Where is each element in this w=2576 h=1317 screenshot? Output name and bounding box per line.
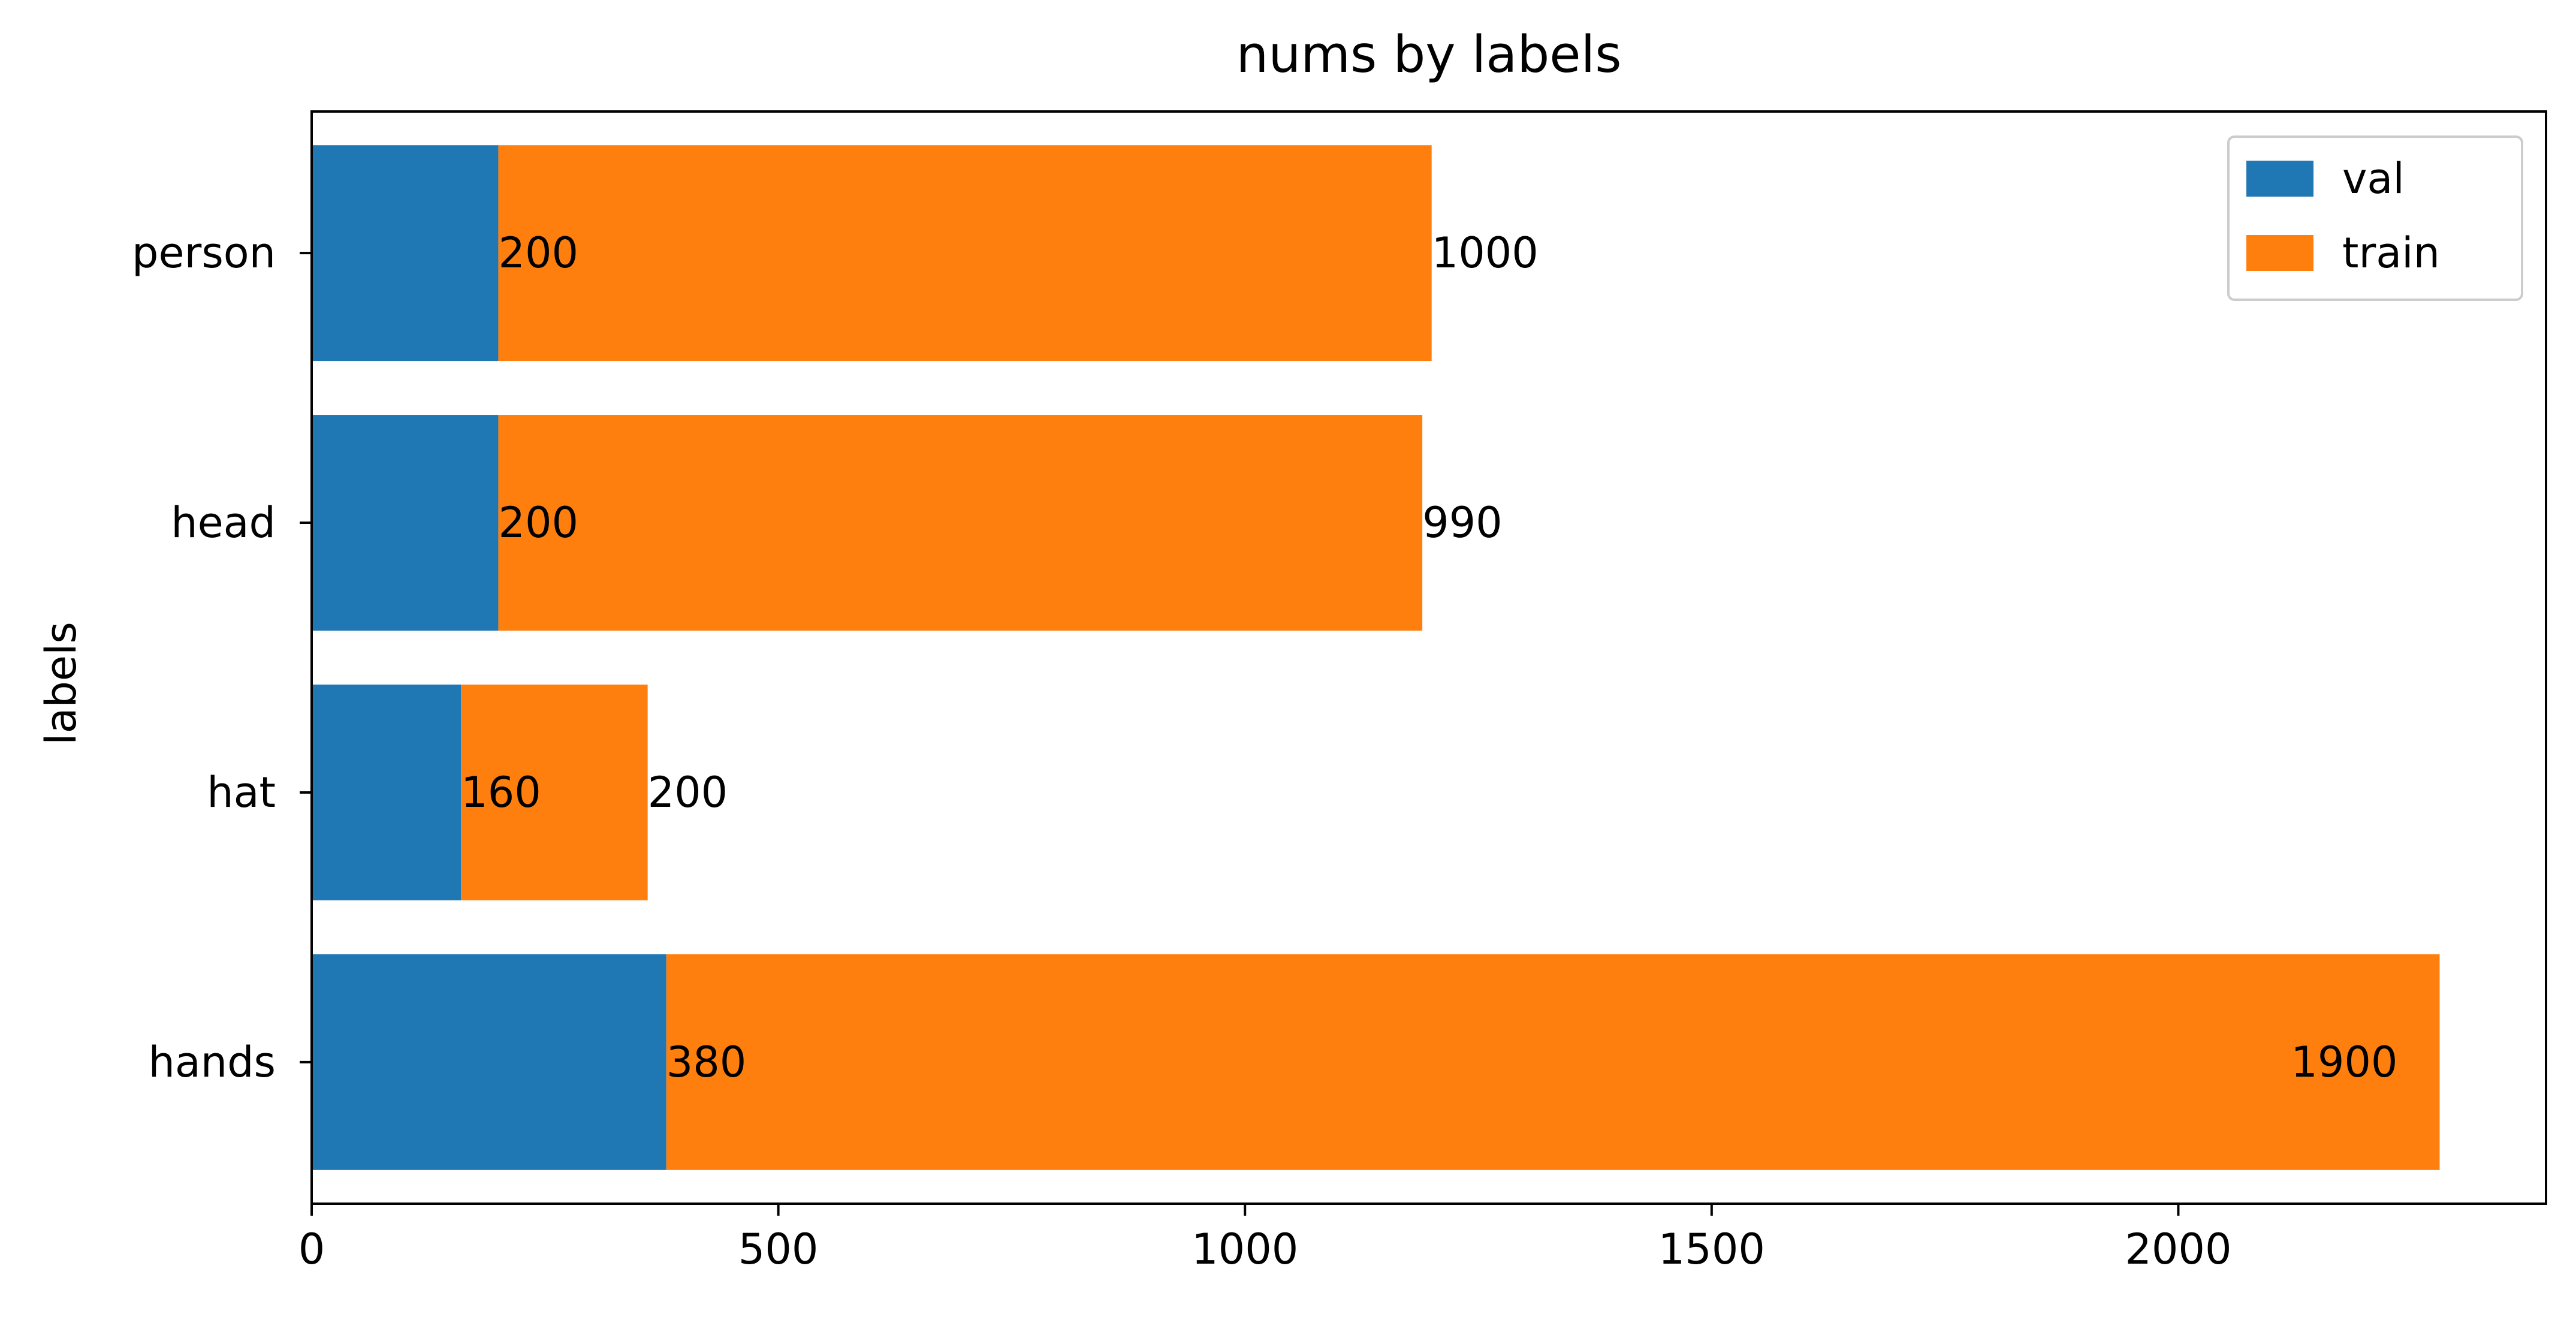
x-tick-label-2000: 2000 (2125, 1225, 2231, 1274)
data-label-train-hat: 200 (648, 768, 728, 817)
legend-label-train: train (2342, 228, 2440, 278)
chart-title: nums by labels (1236, 25, 1622, 85)
y-tick-label-person: person (132, 228, 276, 278)
x-tick-label-500: 500 (738, 1225, 819, 1274)
y-tick-label-hands: hands (148, 1038, 276, 1087)
y-tick-label-head: head (171, 498, 276, 547)
data-label-train-hands: 1900 (2291, 1038, 2397, 1087)
legend-swatch-train (2246, 235, 2313, 271)
x-tick-label-1000: 1000 (1192, 1225, 1298, 1274)
data-label-val-person: 200 (498, 228, 578, 278)
bars-group (312, 145, 2440, 1170)
legend-swatch-val (2246, 161, 2313, 197)
data-label-val-hands: 380 (666, 1038, 747, 1087)
y-axis: hands hat head person (132, 228, 312, 1087)
bar-val-hat (312, 684, 461, 900)
bar-train-person (498, 145, 1432, 361)
plot-frame (310, 110, 2547, 1205)
data-labels-group: 380 1900 160 200 200 990 200 1000 (461, 228, 2397, 1087)
bar-train-head (498, 415, 1423, 631)
bar-val-head (312, 415, 499, 631)
data-label-val-head: 200 (498, 498, 578, 547)
bar-val-hands (312, 954, 666, 1170)
bar-val-person (312, 145, 499, 361)
y-tick-label-hat: hat (207, 768, 276, 817)
data-label-val-hat: 160 (461, 768, 541, 817)
bar-train-hands (666, 954, 2440, 1170)
data-label-train-head: 990 (1422, 498, 1503, 547)
x-tick-label-0: 0 (298, 1225, 325, 1274)
x-axis: 0 500 1000 1500 2000 (298, 1204, 2232, 1274)
legend-label-val: val (2342, 154, 2405, 203)
data-label-train-person: 1000 (1432, 228, 1539, 278)
y-axis-label: labels (37, 622, 86, 745)
bar-train-hat (461, 684, 648, 900)
legend: val train (2227, 135, 2523, 301)
x-tick-label-1500: 1500 (1658, 1225, 1765, 1274)
